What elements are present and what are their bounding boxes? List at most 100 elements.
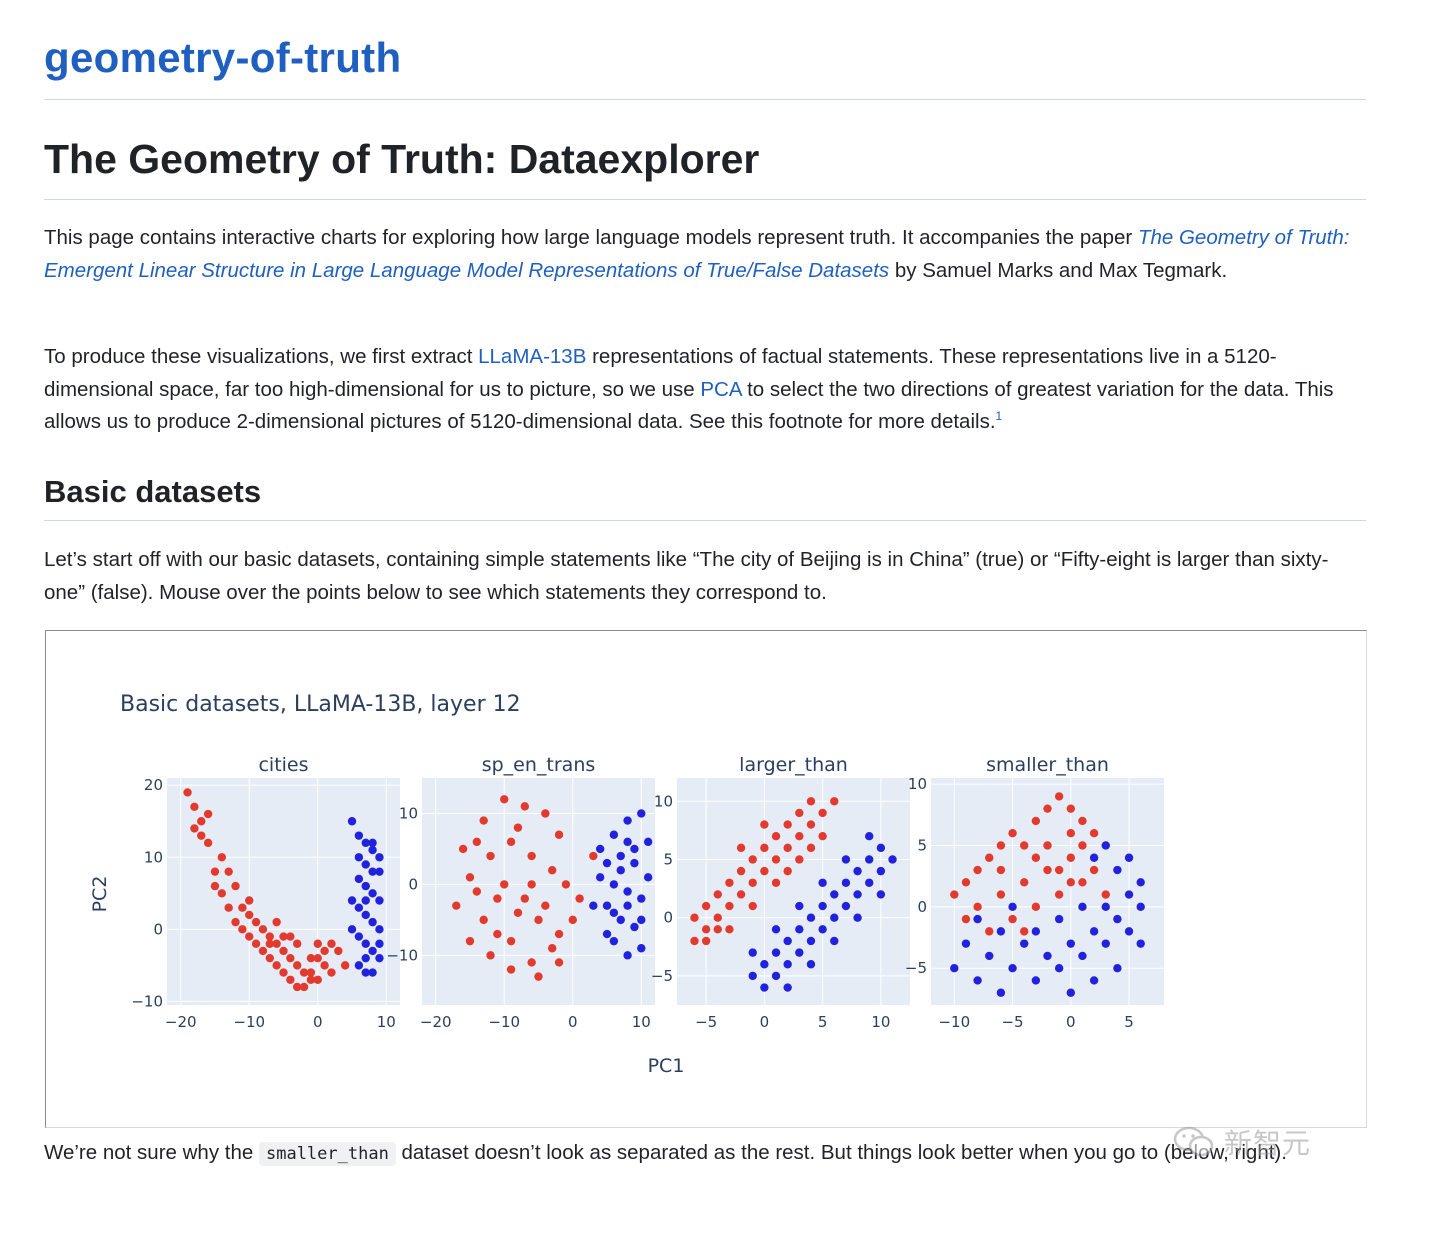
point-false[interactable] [279,946,288,956]
point-false[interactable] [306,968,316,977]
point-false[interactable] [950,890,959,899]
point-false[interactable] [806,843,816,853]
point-false[interactable] [1020,841,1029,850]
point-false[interactable] [1008,829,1017,838]
point-false[interactable] [575,894,584,903]
point-true[interactable] [368,867,377,876]
point-true[interactable] [375,853,384,862]
point-false[interactable] [458,844,468,854]
point-false[interactable] [217,889,227,898]
point-true[interactable] [818,878,827,887]
point-true[interactable] [616,915,625,925]
point-false[interactable] [818,832,827,841]
point-false[interactable] [320,946,329,956]
point-false[interactable] [340,961,350,970]
point-false[interactable] [313,975,322,984]
point-false[interactable] [224,867,233,876]
point-true[interactable] [771,971,781,981]
point-true[interactable] [841,878,851,887]
point-false[interactable] [210,867,220,876]
point-false[interactable] [771,855,781,864]
point-true[interactable] [771,948,781,957]
point-true[interactable] [1101,939,1110,948]
llama-link[interactable]: LLaMA-13B [478,345,587,368]
point-true[interactable] [950,963,959,973]
point-true[interactable] [1066,939,1075,948]
point-true[interactable] [616,866,625,875]
point-true[interactable] [368,889,377,898]
point-false[interactable] [561,880,571,889]
point-false[interactable] [527,851,536,861]
point-true[interactable] [623,887,632,896]
point-true[interactable] [1113,963,1122,973]
point-true[interactable] [1124,853,1134,862]
point-false[interactable] [589,851,598,861]
point-true[interactable] [1113,865,1122,875]
point-true[interactable] [361,838,370,848]
point-true[interactable] [818,925,827,934]
point-false[interactable] [293,982,302,992]
point-false[interactable] [748,901,757,911]
point-true[interactable] [748,948,757,957]
point-false[interactable] [293,961,302,970]
point-false[interactable] [1043,865,1052,875]
point-false[interactable] [1078,816,1087,826]
point-true[interactable] [865,878,874,887]
point-true[interactable] [1054,914,1064,924]
point-true[interactable] [643,837,653,847]
point-false[interactable] [985,927,994,936]
point-true[interactable] [368,917,377,927]
point-false[interactable] [306,953,316,963]
point-false[interactable] [197,831,206,840]
point-false[interactable] [548,866,557,875]
point-true[interactable] [630,858,639,868]
point-false[interactable] [251,917,261,927]
point-true[interactable] [347,896,357,905]
point-true[interactable] [1089,927,1099,936]
point-false[interactable] [1043,804,1052,813]
point-false[interactable] [748,855,757,864]
point-false[interactable] [1054,890,1064,899]
point-false[interactable] [783,820,792,829]
point-true[interactable] [1101,902,1110,912]
point-true[interactable] [876,890,886,899]
scatter-chart-container[interactable]: Basic datasets, LLaMA-13B, layer 12 PC1 … [45,630,1367,1128]
point-false[interactable] [541,809,550,818]
point-true[interactable] [354,961,364,970]
point-false[interactable] [224,903,233,912]
point-false[interactable] [961,914,971,924]
point-false[interactable] [272,961,281,970]
point-true[interactable] [795,948,804,957]
point-false[interactable] [279,932,288,941]
point-true[interactable] [760,983,769,992]
point-true[interactable] [609,908,619,917]
point-false[interactable] [320,961,329,970]
point-false[interactable] [795,832,804,841]
point-false[interactable] [520,894,529,903]
point-true[interactable] [1101,841,1110,850]
point-false[interactable] [203,838,213,848]
point-true[interactable] [1078,951,1087,961]
point-true[interactable] [1031,927,1041,936]
point-true[interactable] [589,901,598,910]
point-false[interactable] [299,982,309,992]
point-false[interactable] [265,939,274,948]
point-false[interactable] [701,925,711,934]
point-true[interactable] [361,939,370,948]
point-false[interactable] [251,939,261,948]
point-false[interactable] [506,936,516,946]
point-false[interactable] [238,903,247,912]
point-false[interactable] [527,880,536,889]
point-true[interactable] [375,953,384,963]
point-true[interactable] [347,925,357,934]
point-false[interactable] [500,880,509,889]
point-false[interactable] [265,953,274,963]
point-false[interactable] [534,915,543,925]
point-false[interactable] [713,925,722,934]
point-false[interactable] [690,913,699,922]
point-false[interactable] [479,816,488,825]
point-true[interactable] [1124,927,1134,936]
point-false[interactable] [701,901,711,911]
point-true[interactable] [818,901,827,911]
point-true[interactable] [368,838,377,848]
